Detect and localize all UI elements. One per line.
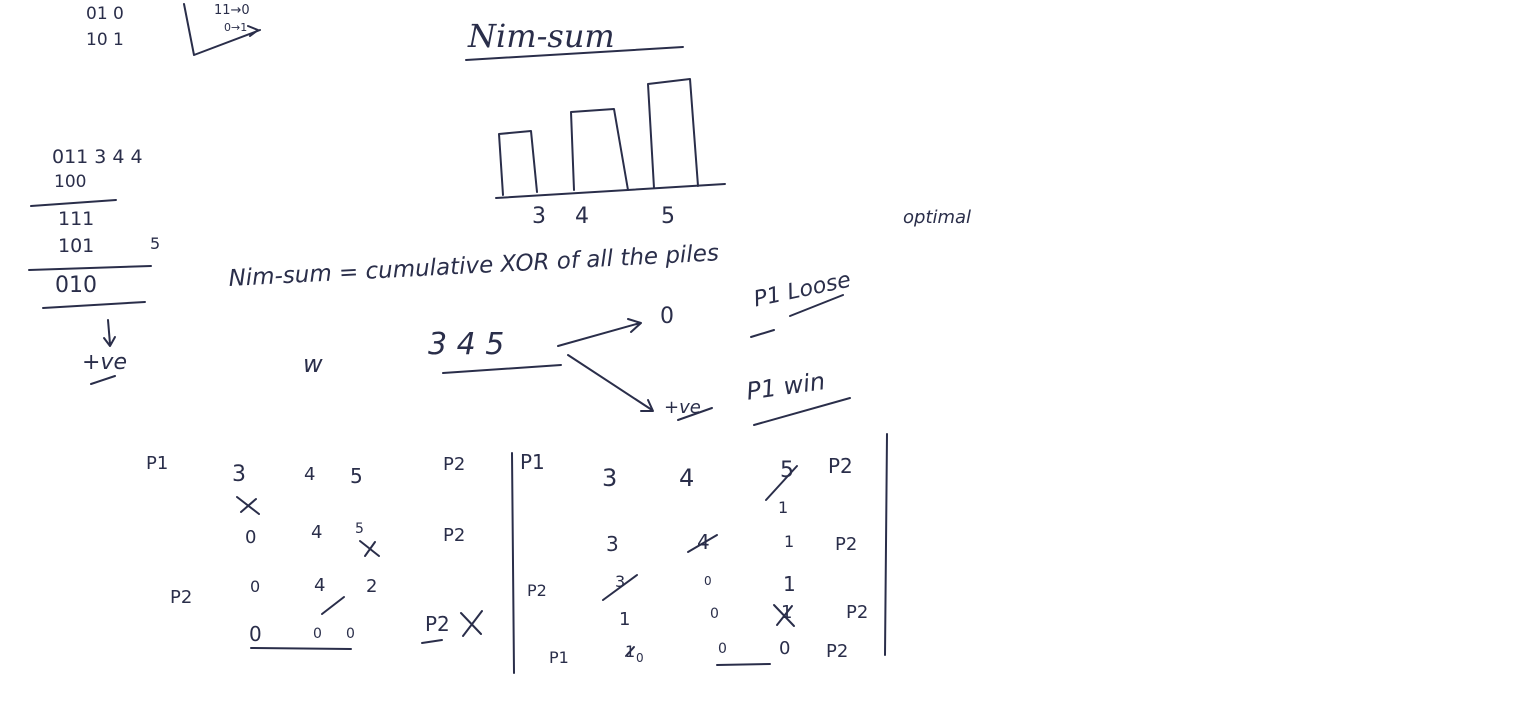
- top-left-row1: 01 0: [86, 4, 124, 24]
- right-table-cell: 0: [704, 574, 712, 588]
- calc-down-arrow: [103, 319, 116, 347]
- left-table-cell: 0: [245, 527, 257, 548]
- calc-row-2: 100: [54, 172, 87, 192]
- left-table-cell: 0: [313, 626, 322, 642]
- left-table-cell: 0: [249, 622, 262, 646]
- arrow-to-zero: [557, 318, 642, 347]
- cross-mark: [359, 540, 380, 557]
- axis-stroke: [183, 3, 261, 56]
- zero-branch: 0: [660, 304, 674, 329]
- p2-underline: [421, 639, 443, 644]
- bar-5: [647, 78, 699, 189]
- right-table-cell: 0: [710, 606, 719, 622]
- calc-line-1: [30, 199, 117, 207]
- top-left-note: 11→0: [214, 3, 250, 18]
- bar-label: 3: [532, 204, 546, 229]
- top-left-row2: 10 1: [86, 30, 124, 50]
- right-table-p2: P2: [846, 602, 869, 623]
- left-table-cell: 5: [350, 464, 363, 488]
- right-table-cell: 1: [784, 532, 795, 551]
- top-left-note2: 0→1: [224, 21, 248, 34]
- right-table-cell: 4: [679, 464, 695, 492]
- left-table-row3-player: P2: [170, 587, 193, 608]
- table-divider: [511, 452, 515, 674]
- right-table-p2: P2: [826, 641, 849, 662]
- right-table-cell: 5: [780, 458, 794, 483]
- left-table-cell: 0: [250, 577, 261, 596]
- table-right-border: [884, 433, 888, 656]
- calc-row-4-side: 5: [150, 234, 161, 253]
- cross-mark: [460, 610, 483, 637]
- strike-mark: [765, 465, 798, 501]
- right-table-cell: 1: [619, 609, 631, 630]
- right-table-cell: 1: [783, 572, 796, 596]
- cross-mark: [236, 496, 260, 515]
- left-table-p2: P2: [443, 454, 466, 475]
- w-note: w: [303, 350, 323, 378]
- calc-line-3: [42, 301, 146, 309]
- bar-label: 5: [661, 204, 675, 229]
- left-table-p1: P1: [146, 453, 169, 474]
- right-table-row5-player: P1: [549, 648, 569, 667]
- right-table-cell: 1: [778, 498, 789, 517]
- piles-label: 3 4 5: [428, 327, 505, 362]
- cross-mark: [321, 596, 345, 615]
- left-table-p2: P2: [443, 525, 466, 546]
- left-table-cell: 3: [232, 462, 246, 487]
- arrow-stroke: [247, 25, 259, 37]
- strike-mark: [602, 574, 638, 601]
- strike-mark: [687, 534, 718, 553]
- right-table-cell: 3: [606, 532, 619, 556]
- right-table-p2: P2: [828, 454, 853, 478]
- right-table-cell: 1: [625, 642, 636, 661]
- left-table-underline: [250, 647, 352, 650]
- calc-underline: [90, 375, 116, 385]
- calc-result: 010: [55, 273, 97, 298]
- page-title: Nim-sum: [468, 17, 615, 55]
- positive-branch: +ve: [664, 397, 701, 418]
- left-table-cell: 2: [366, 576, 378, 597]
- right-table-cell: 1: [781, 602, 793, 623]
- right-table-cell: 0: [718, 641, 727, 657]
- right-table-cell: 3: [615, 572, 626, 591]
- right-table-cell: 3: [602, 464, 618, 492]
- bar-baseline: [495, 183, 726, 199]
- left-table-cell: 4: [311, 522, 323, 543]
- right-table-p1: P1: [520, 450, 545, 474]
- strike-mark: [625, 646, 635, 657]
- left-table-cell: 5: [355, 521, 364, 537]
- left-table-cell: 4: [304, 464, 316, 485]
- right-table-row3-player: P2: [527, 581, 547, 600]
- cross-mark: [773, 604, 795, 627]
- right-table-cell: 4: [697, 530, 710, 554]
- left-table-cell: 0: [346, 626, 355, 642]
- calc-conclusion: +ve: [82, 350, 127, 375]
- left-table-p2: P2: [425, 612, 450, 636]
- calc-row-3: 111: [58, 208, 95, 230]
- left-table-cell: 4: [314, 575, 326, 596]
- piles-underline: [442, 364, 562, 374]
- bar-label: 4: [575, 204, 589, 229]
- right-table-p2: P2: [835, 534, 858, 555]
- arrow-to-positive: [567, 354, 654, 412]
- right-table-underline: [716, 663, 771, 666]
- right-table-cell: 0: [636, 651, 644, 665]
- win-underline: [753, 397, 851, 426]
- calc-row-4: 101: [58, 235, 95, 257]
- bar-4: [570, 108, 629, 191]
- calc-line-2: [28, 265, 152, 271]
- loose-underline: [750, 294, 844, 338]
- calc-row-1: 011 3 4 4: [52, 146, 143, 168]
- bar-3: [498, 130, 538, 196]
- positive-underline: [677, 407, 713, 421]
- optimal-note: optimal: [903, 207, 972, 228]
- right-table-cell: 0: [779, 638, 791, 659]
- title-underline: [465, 46, 684, 61]
